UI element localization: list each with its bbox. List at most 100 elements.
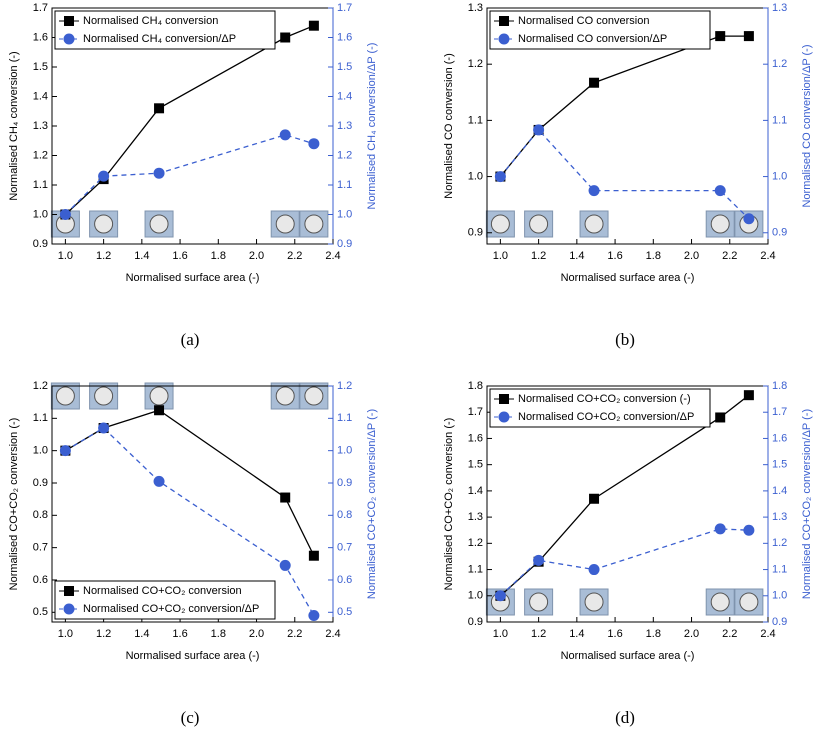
x-tick-label: 1.0	[493, 628, 508, 640]
y2-tick-label: 1.7	[772, 406, 787, 418]
y2-tick-label: 1.4	[772, 485, 787, 497]
x-tick-label: 2.4	[760, 250, 775, 262]
y2-tick-label: 1.0	[772, 590, 787, 602]
marker	[308, 610, 320, 622]
marker	[714, 523, 726, 535]
marker	[588, 185, 600, 197]
y2-tick-label: 1.1	[337, 412, 352, 424]
marker	[743, 524, 755, 536]
legend-box	[54, 10, 276, 50]
y-tick-label: 1.3	[33, 120, 48, 132]
marker	[533, 124, 545, 136]
y2-tick-label: 1.0	[337, 208, 352, 220]
y-tick-label: 0.9	[33, 477, 48, 489]
tube-icon	[275, 386, 295, 406]
y-tick-label: 1.6	[33, 31, 48, 43]
marker	[743, 390, 754, 401]
marker	[308, 138, 320, 150]
legend-marker	[499, 16, 509, 26]
x-axis-label: Normalised surface area (-)	[561, 272, 695, 284]
y2-tick-label: 1.1	[772, 114, 787, 126]
y-axis-label: Normalised CO+CO₂ conversion (-)	[8, 418, 20, 591]
y-axis-label: Normalised CH₄ conversion (-)	[8, 51, 20, 200]
x-tick-label: 1.4	[134, 250, 149, 262]
y2-tick-label: 1.3	[337, 120, 352, 132]
tube-icon	[149, 386, 169, 406]
x-tick-label: 1.6	[172, 250, 187, 262]
y2-tick-label: 1.2	[337, 149, 352, 161]
y-axis-label: Normalised CO conversion (-)	[443, 53, 455, 198]
x-axis-label: Normalised surface area (-)	[126, 650, 260, 662]
legend-box	[489, 388, 711, 428]
marker	[308, 550, 319, 561]
y2-axis-label: Normalised CH₄ conversion/ΔP (-)	[366, 43, 378, 210]
y-tick-label: 1.2	[468, 537, 483, 549]
marker	[588, 564, 600, 576]
legend-marker	[63, 603, 75, 615]
tube-icon	[710, 592, 730, 612]
tube-icon	[739, 592, 759, 612]
legend-label: Normalised CO+CO₂ conversion (-)	[518, 393, 691, 405]
legend-box	[54, 580, 276, 620]
y2-tick-label: 1.1	[337, 179, 352, 191]
y-tick-label: 1.1	[468, 563, 483, 575]
marker	[59, 445, 71, 457]
x-tick-label: 1.0	[58, 250, 73, 262]
x-tick-label: 2.0	[249, 250, 264, 262]
y-tick-label: 0.9	[33, 238, 48, 250]
y-tick-label: 1.3	[468, 511, 483, 523]
tube-icon	[529, 592, 549, 612]
tube-icon	[94, 386, 114, 406]
tube-icon	[94, 214, 114, 234]
x-tick-label: 1.4	[134, 628, 149, 640]
y-tick-label: 0.8	[33, 509, 48, 521]
y2-tick-label: 1.2	[772, 537, 787, 549]
x-tick-label: 2.2	[722, 628, 737, 640]
marker	[153, 167, 165, 179]
x-tick-label: 2.0	[249, 628, 264, 640]
marker	[280, 32, 291, 43]
x-tick-label: 1.8	[646, 628, 661, 640]
y-tick-label: 1.4	[33, 90, 48, 102]
y2-tick-label: 0.9	[337, 238, 352, 250]
y2-tick-label: 1.3	[772, 2, 787, 14]
marker	[154, 405, 165, 416]
marker	[715, 412, 726, 423]
tube-icon	[55, 386, 75, 406]
y2-tick-label: 1.3	[772, 511, 787, 523]
y2-axis-label: Normalised CO+CO₂ conversion/ΔP (-)	[801, 409, 813, 599]
legend-box	[489, 10, 711, 50]
y2-tick-label: 1.2	[772, 58, 787, 70]
x-tick-label: 2.4	[760, 628, 775, 640]
y2-tick-label: 1.1	[772, 563, 787, 575]
series-line	[499, 128, 750, 220]
y-tick-label: 0.7	[33, 542, 48, 554]
x-tick-label: 1.6	[607, 628, 622, 640]
y-tick-label: 1.0	[468, 170, 483, 182]
y-tick-label: 1.6	[468, 432, 483, 444]
x-tick-label: 1.8	[646, 250, 661, 262]
x-tick-label: 2.2	[287, 628, 302, 640]
marker	[279, 129, 291, 141]
x-tick-label: 2.2	[722, 250, 737, 262]
y2-tick-label: 1.6	[337, 31, 352, 43]
marker	[280, 492, 291, 503]
marker	[308, 20, 319, 31]
y2-tick-label: 1.2	[337, 380, 352, 392]
x-axis-label: Normalised surface area (-)	[561, 650, 695, 662]
marker	[715, 31, 726, 42]
x-tick-label: 2.0	[684, 250, 699, 262]
tube-icon	[584, 592, 604, 612]
y2-tick-label: 0.7	[337, 542, 352, 554]
y-axis-label: Normalised CO+CO₂ conversion (-)	[443, 418, 455, 591]
legend-marker	[64, 16, 74, 26]
y-tick-label: 0.5	[33, 606, 48, 618]
marker	[279, 559, 291, 571]
legend-label: Normalised CO+CO₂ conversion/ΔP	[518, 411, 694, 423]
x-tick-label: 2.0	[684, 628, 699, 640]
legend-marker	[499, 394, 509, 404]
y-tick-label: 1.0	[33, 445, 48, 457]
x-tick-label: 1.2	[531, 250, 546, 262]
legend-marker	[498, 411, 510, 423]
y2-tick-label: 1.7	[337, 2, 352, 14]
